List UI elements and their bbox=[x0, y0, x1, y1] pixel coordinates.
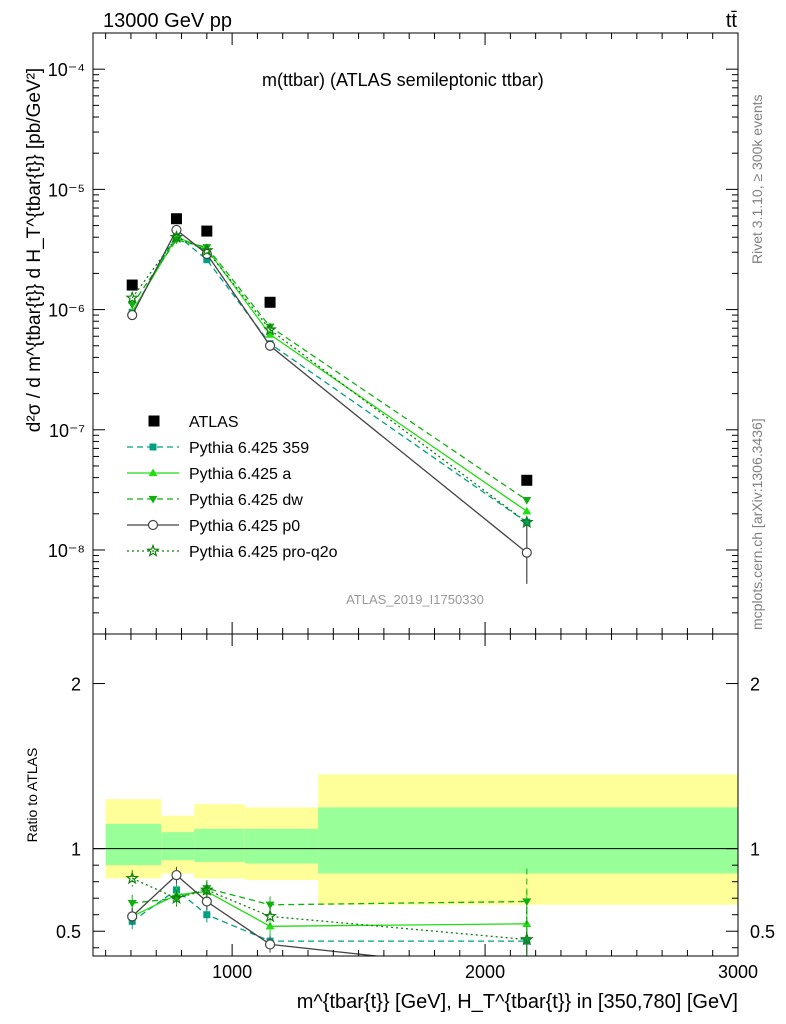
ratio-y-axis-label: Ratio to ATLAS bbox=[24, 748, 40, 843]
legend-label-p359: Pythia 6.425 359 bbox=[189, 440, 309, 457]
ratio-marker-pq2o bbox=[519, 932, 534, 946]
ratio-marker-pp0 bbox=[171, 869, 182, 881]
legend-item-pq2o: Pythia 6.425 pro-q2o bbox=[127, 543, 338, 561]
x-axis-label: m^{tbar{t}} [GeV], H_T^{tbar{t}} in [350… bbox=[297, 991, 738, 1013]
ratio-series-pq2o bbox=[125, 870, 534, 956]
legend-marker-atlas bbox=[148, 415, 160, 427]
mcplots-label: mcplots.cern.ch [arXiv:1306.3436] bbox=[749, 418, 765, 630]
legend-item-pa: Pythia 6.425 a bbox=[127, 466, 291, 483]
ratio-marker-pq2o bbox=[125, 871, 140, 885]
legend-marker-p359 bbox=[149, 443, 157, 451]
main-marker-pdw bbox=[127, 301, 137, 310]
main-line-pq2o bbox=[131, 236, 528, 523]
ratio-marker-pp0 bbox=[522, 968, 531, 977]
main-marker-pq2o bbox=[263, 322, 277, 336]
main-marker-pq2o bbox=[125, 290, 140, 304]
header-process-label: tt̄ bbox=[726, 10, 738, 32]
ratio-marker-pp0 bbox=[201, 896, 212, 907]
main-y-tick-label: 10⁻⁴ bbox=[48, 60, 85, 80]
ratio-marker-pq2o bbox=[169, 890, 184, 905]
legend-item-p359: Pythia 6.425 359 bbox=[127, 440, 309, 457]
x-tick-label: 2000 bbox=[465, 962, 505, 982]
legend-marker-pa bbox=[148, 468, 158, 477]
ratio-uncertainty-bands bbox=[105, 774, 738, 905]
ratio-band-inner bbox=[244, 828, 319, 864]
ratio-band-inner bbox=[318, 807, 738, 874]
ratio-y-tick-label-left: 2 bbox=[71, 675, 81, 695]
x-tick-label: 1000 bbox=[212, 962, 252, 982]
ratio-band-inner bbox=[105, 823, 162, 866]
main-marker-pdw bbox=[202, 244, 212, 252]
main-marker-pa bbox=[522, 506, 532, 515]
main-series-pq2o bbox=[125, 229, 534, 529]
main-marker-pp0 bbox=[171, 224, 182, 236]
legend-label-pdw: Pythia 6.425 dw bbox=[189, 492, 303, 509]
ratio-marker-pp0 bbox=[264, 939, 276, 950]
main-marker-pp0 bbox=[127, 309, 138, 321]
ratio-series-pp0 bbox=[127, 866, 531, 977]
atlas-data-point bbox=[170, 213, 182, 225]
legend-label-pp0: Pythia 6.425 p0 bbox=[189, 518, 300, 535]
ratio-y-tick-label-left: 1 bbox=[71, 840, 81, 860]
ratio-series-layer bbox=[125, 866, 534, 977]
main-series-pdw bbox=[127, 236, 532, 505]
legend-item-pdw: Pythia 6.425 dw bbox=[127, 492, 303, 509]
ratio-marker-pdw bbox=[127, 900, 137, 908]
ratio-panel-frame bbox=[92, 633, 739, 957]
main-marker-pq2o bbox=[169, 229, 184, 244]
ratio-marker-pq2o bbox=[199, 882, 214, 896]
legend-label-pq2o: Pythia 6.425 pro-q2o bbox=[189, 544, 338, 561]
legend: ATLAS Pythia 6.425 359 Pythia 6.425 a Pythi… bbox=[127, 414, 338, 561]
legend-label-pa: Pythia 6.425 a bbox=[189, 466, 291, 483]
ratio-y-tick-label-left: 0.5 bbox=[56, 922, 81, 942]
legend-label-atlas: ATLAS bbox=[189, 414, 239, 431]
legend-marker-pq2o bbox=[146, 543, 160, 557]
ratio-y-tick-label-right: 1 bbox=[750, 840, 760, 860]
x-tick-label: 3000 bbox=[718, 962, 758, 982]
ratio-marker-pa bbox=[265, 921, 275, 930]
main-y-tick-label: 10⁻⁵ bbox=[48, 180, 85, 200]
ratio-marker-pdw bbox=[522, 898, 532, 907]
main-y-axis-label: d²σ / d m^{tbar{t}} d H_T^{tbar{t}} [pb/… bbox=[24, 68, 45, 432]
atlas-data-point bbox=[201, 225, 213, 237]
main-y-tick-label: 10⁻⁸ bbox=[48, 541, 85, 561]
atlas-data-point bbox=[264, 296, 276, 308]
main-marker-p359 bbox=[203, 256, 211, 264]
ratio-marker-pq2o bbox=[263, 909, 277, 923]
atlas-data-point bbox=[126, 279, 138, 291]
main-marker-pp0 bbox=[264, 340, 276, 351]
ratio-y-tick-label-right: 0.5 bbox=[750, 922, 775, 942]
main-marker-pp0 bbox=[521, 547, 532, 558]
legend-marker-pp0 bbox=[147, 519, 159, 531]
analysis-watermark: ATLAS_2019_I1750330 bbox=[346, 592, 484, 607]
main-y-tick-label: 10⁻⁶ bbox=[48, 301, 85, 321]
main-marker-pa bbox=[265, 330, 275, 338]
ratio-marker-pp0 bbox=[127, 911, 138, 922]
main-y-tick-label: 10⁻⁷ bbox=[49, 421, 85, 441]
legend-marker-pdw bbox=[148, 495, 158, 504]
main-series-atlas bbox=[126, 213, 533, 486]
ratio-y-tick-label-right: 2 bbox=[750, 675, 760, 695]
main-marker-pq2o bbox=[519, 515, 534, 529]
ratio-band-inner bbox=[161, 832, 195, 861]
axes-layer: 1000 2000 3000 10⁻⁸ 10⁻⁷ 10⁻⁶ 10⁻⁵ 10⁻⁴ 0.5 0.5 1 1… bbox=[48, 32, 775, 982]
header-energy-label: 13000 GeV pp bbox=[103, 10, 232, 32]
legend-item-atlas: ATLAS bbox=[148, 414, 239, 431]
ratio-band-inner bbox=[194, 828, 245, 862]
atlas-data-point bbox=[521, 474, 533, 486]
main-marker-pdw bbox=[522, 496, 532, 505]
main-line-pdw bbox=[131, 239, 528, 501]
main-marker-pdw bbox=[265, 323, 275, 332]
main-marker-pq2o bbox=[199, 243, 214, 257]
ratio-marker-p359 bbox=[203, 911, 211, 919]
rivet-version-label: Rivet 3.1.10, ≥ 300k events bbox=[749, 94, 765, 264]
main-plot-title: m(ttbar) (ATLAS semileptonic ttbar) bbox=[262, 70, 544, 90]
ratio-marker-pdw bbox=[265, 901, 275, 910]
main-series-layer bbox=[125, 213, 534, 584]
ratio-marker-pdw bbox=[202, 885, 212, 893]
legend-item-pp0: Pythia 6.425 p0 bbox=[127, 518, 300, 535]
